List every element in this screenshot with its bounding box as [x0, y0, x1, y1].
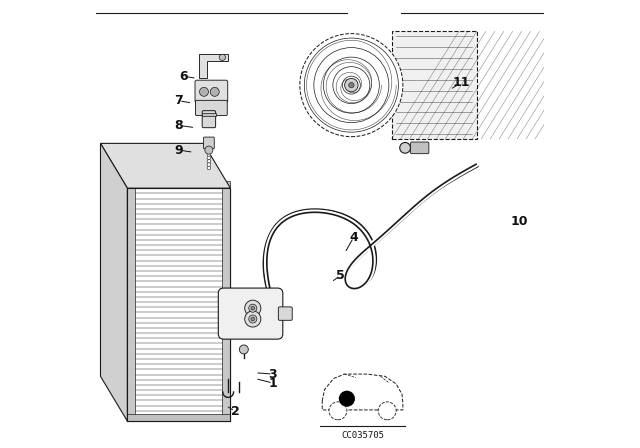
Circle shape — [200, 87, 209, 96]
Circle shape — [207, 156, 211, 160]
Text: 11: 11 — [452, 76, 470, 90]
Circle shape — [400, 142, 410, 153]
Circle shape — [249, 315, 257, 323]
FancyBboxPatch shape — [218, 288, 283, 339]
Circle shape — [339, 391, 355, 407]
FancyBboxPatch shape — [278, 307, 292, 320]
Circle shape — [219, 54, 225, 60]
Circle shape — [239, 345, 248, 354]
Circle shape — [207, 159, 211, 163]
Circle shape — [207, 163, 211, 166]
Polygon shape — [199, 54, 228, 78]
Circle shape — [378, 402, 396, 420]
Polygon shape — [392, 31, 477, 139]
Text: 1: 1 — [269, 376, 277, 390]
Text: 10: 10 — [511, 215, 528, 228]
Circle shape — [251, 317, 255, 321]
Polygon shape — [222, 188, 230, 421]
Circle shape — [244, 311, 261, 327]
Polygon shape — [127, 188, 230, 421]
Text: 8: 8 — [175, 119, 183, 132]
Circle shape — [205, 146, 213, 154]
FancyBboxPatch shape — [195, 100, 227, 116]
Text: 7: 7 — [175, 94, 183, 108]
Polygon shape — [323, 374, 403, 410]
Text: 6: 6 — [179, 69, 188, 83]
Circle shape — [349, 82, 354, 88]
Text: 9: 9 — [175, 143, 183, 157]
Bar — [202, 113, 216, 116]
Polygon shape — [127, 188, 136, 421]
Text: 2: 2 — [230, 405, 239, 418]
Polygon shape — [100, 143, 127, 421]
Circle shape — [251, 306, 255, 310]
FancyBboxPatch shape — [410, 142, 429, 154]
Polygon shape — [127, 414, 230, 421]
Text: 5: 5 — [336, 269, 344, 282]
FancyBboxPatch shape — [195, 80, 228, 103]
Circle shape — [207, 153, 211, 156]
FancyBboxPatch shape — [202, 111, 216, 128]
Text: 4: 4 — [349, 231, 358, 244]
Circle shape — [211, 87, 220, 96]
Circle shape — [344, 78, 358, 92]
Circle shape — [249, 304, 257, 312]
FancyBboxPatch shape — [204, 137, 214, 149]
Circle shape — [329, 402, 347, 420]
Circle shape — [244, 300, 261, 316]
Polygon shape — [127, 181, 230, 188]
Circle shape — [300, 34, 403, 137]
Text: 3: 3 — [269, 367, 277, 381]
Text: CC035705: CC035705 — [341, 431, 384, 440]
Polygon shape — [100, 143, 230, 188]
Circle shape — [207, 166, 211, 170]
